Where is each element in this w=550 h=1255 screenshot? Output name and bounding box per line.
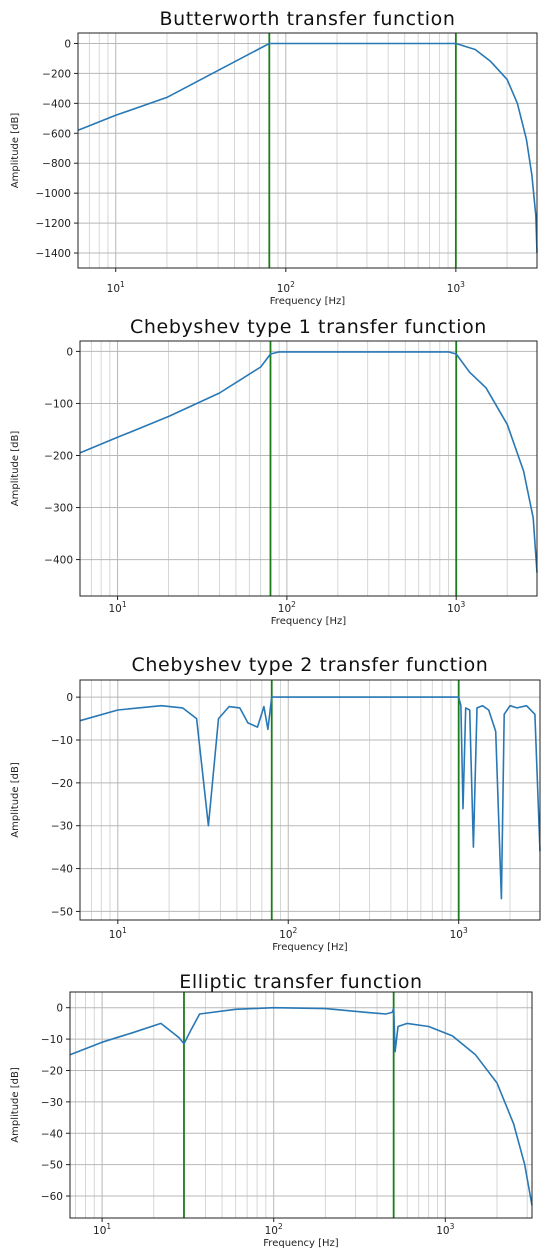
x-tick-exponent: 1 xyxy=(122,600,127,609)
series-line xyxy=(79,696,541,900)
y-tick-label: −1000 xyxy=(35,188,71,200)
x-tick-base: 10 xyxy=(265,1225,278,1237)
grid xyxy=(77,33,538,268)
y-axis-label: Amplitude [dB] xyxy=(10,113,21,189)
grid xyxy=(79,680,541,920)
x-tick-base: 10 xyxy=(447,283,460,295)
x-tick-exponent: 3 xyxy=(450,1222,455,1231)
y-tick-label: −60 xyxy=(41,1191,63,1203)
chart-panel-3: Chebyshev type 2 transfer function 0 −10 −2… xyxy=(10,654,541,953)
x-tick-label: 101 xyxy=(108,600,126,615)
x-tick-base: 10 xyxy=(278,603,291,615)
x-tick-exponent: 3 xyxy=(460,280,465,289)
x-axis-label: Frequency [Hz] xyxy=(270,296,346,307)
y-tick-label: −50 xyxy=(51,906,73,918)
x-tick-base: 10 xyxy=(108,603,121,615)
plot-frame xyxy=(79,679,541,921)
y-tick-label: −50 xyxy=(41,1160,63,1172)
x-tick-exponent: 1 xyxy=(122,926,127,935)
chart-title: Elliptic transfer function xyxy=(179,971,422,993)
x-tick-base: 10 xyxy=(107,283,120,295)
y-axis-label: Amplitude [dB] xyxy=(10,431,21,507)
x-axis-label: Frequency [Hz] xyxy=(263,1238,339,1249)
x-tick-label: 102 xyxy=(279,926,297,941)
y-axis-label: Amplitude [dB] xyxy=(10,762,21,838)
y-tick-label: −400 xyxy=(44,555,73,567)
x-tick-base: 10 xyxy=(450,929,463,941)
chart-panel-4: Elliptic transfer function 0 −10 −20 −30 −40 −… xyxy=(10,971,533,1249)
x-axis-label: Frequency [Hz] xyxy=(271,616,347,627)
x-axis-label: Frequency [Hz] xyxy=(272,942,348,953)
x-tick-base: 10 xyxy=(436,1225,449,1237)
y-axis-label: Amplitude [dB] xyxy=(10,1067,21,1143)
series-line xyxy=(79,351,538,573)
y-tick-label: −40 xyxy=(51,864,73,876)
plot-frame xyxy=(79,340,538,597)
x-tick-exponent: 1 xyxy=(120,280,125,289)
x-tick-label: 102 xyxy=(278,600,296,615)
y-tick-label: −40 xyxy=(41,1128,63,1140)
y-tick-label: −200 xyxy=(42,68,71,80)
y-tick-label: −100 xyxy=(44,398,73,410)
y-tick-label: −300 xyxy=(44,503,73,515)
y-tick-label: −20 xyxy=(41,1065,63,1077)
x-tick-label: 103 xyxy=(447,600,465,615)
x-tick-exponent: 3 xyxy=(461,600,466,609)
chart-panel-1: Butterworth transfer function 0 −200 −400 −6… xyxy=(10,8,538,307)
x-tick-label: 102 xyxy=(265,1222,283,1237)
y-tick-label: −800 xyxy=(42,158,71,170)
y-tick-label: −30 xyxy=(51,821,73,833)
x-tick-label: 103 xyxy=(450,926,468,941)
grid xyxy=(79,341,538,596)
x-tick-exponent: 2 xyxy=(278,1222,283,1231)
y-tick-label: −200 xyxy=(44,450,73,462)
y-tick-label: −10 xyxy=(41,1034,63,1046)
x-tick-exponent: 2 xyxy=(291,600,296,609)
y-tick-label: 0 xyxy=(56,1003,63,1015)
y-tick-label: 0 xyxy=(64,38,71,50)
x-tick-label: 101 xyxy=(107,280,125,295)
chart-title: Chebyshev type 1 transfer function xyxy=(130,316,487,338)
x-tick-exponent: 2 xyxy=(290,280,295,289)
x-tick-exponent: 1 xyxy=(106,1222,111,1231)
chart-title: Chebyshev type 2 transfer function xyxy=(132,654,489,676)
series-line xyxy=(69,1006,533,1206)
y-tick-label: −1400 xyxy=(35,248,71,260)
x-tick-label: 103 xyxy=(436,1222,454,1237)
x-tick-label: 101 xyxy=(93,1222,111,1237)
plot-frame xyxy=(69,991,533,1219)
y-tick-label: −20 xyxy=(51,778,73,790)
chart-panel-2: Chebyshev type 1 transfer function 0 −100 −… xyxy=(10,316,538,627)
y-tick-label: −600 xyxy=(42,128,71,140)
x-tick-base: 10 xyxy=(279,929,292,941)
y-tick-label: −10 xyxy=(51,735,73,747)
y-tick-label: 0 xyxy=(66,692,73,704)
x-tick-base: 10 xyxy=(93,1225,106,1237)
series-line xyxy=(77,42,538,254)
plot-frame xyxy=(77,32,538,269)
chart-title: Butterworth transfer function xyxy=(159,8,455,30)
y-tick-label: −400 xyxy=(42,98,71,110)
x-tick-label: 102 xyxy=(277,280,295,295)
grid xyxy=(70,992,532,1218)
y-tick-label: 0 xyxy=(66,346,73,358)
x-tick-base: 10 xyxy=(447,603,460,615)
x-tick-label: 103 xyxy=(447,280,465,295)
x-tick-base: 10 xyxy=(109,929,122,941)
x-tick-exponent: 3 xyxy=(463,926,468,935)
y-tick-label: −1200 xyxy=(35,218,71,230)
x-tick-label: 101 xyxy=(109,926,127,941)
x-tick-exponent: 2 xyxy=(293,926,298,935)
y-tick-label: −30 xyxy=(41,1097,63,1109)
x-tick-base: 10 xyxy=(277,283,290,295)
